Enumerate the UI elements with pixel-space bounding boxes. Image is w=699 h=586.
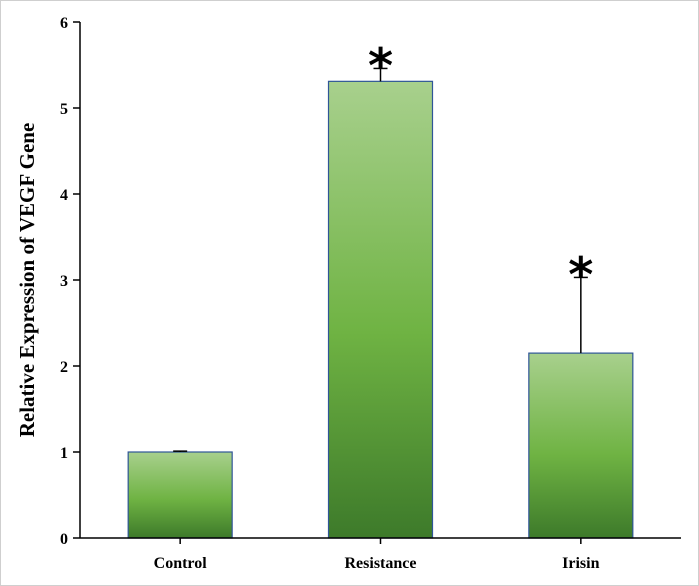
- significance-mark-irisin: *: [568, 247, 593, 303]
- x-axis-labels: Control Resistance Irisin: [154, 538, 600, 572]
- significance-mark-resistance: *: [368, 38, 393, 94]
- x-tick-label-control: Control: [154, 555, 208, 572]
- y-axis-title: Relative Expression of VEGF Gene: [15, 123, 39, 438]
- bar-irisin: [528, 352, 634, 539]
- y-tick-label: 6: [60, 15, 68, 32]
- bar-resistance: [327, 80, 434, 539]
- y-tick-label: 1: [60, 445, 68, 462]
- y-axis-ticks: 0 1 2 3 4 5 6: [60, 15, 80, 548]
- y-tick-label: 0: [60, 531, 68, 548]
- error-bars: [173, 67, 588, 452]
- bar-control: [127, 451, 233, 539]
- y-tick-label: 5: [60, 101, 68, 118]
- bars: [127, 80, 634, 539]
- x-tick-label-irisin: Irisin: [562, 555, 599, 572]
- y-tick-label: 2: [60, 359, 68, 376]
- y-tick-label: 3: [60, 273, 68, 290]
- significance-marks: **: [368, 38, 593, 303]
- x-tick-label-resistance: Resistance: [345, 555, 417, 572]
- y-tick-label: 4: [60, 187, 68, 204]
